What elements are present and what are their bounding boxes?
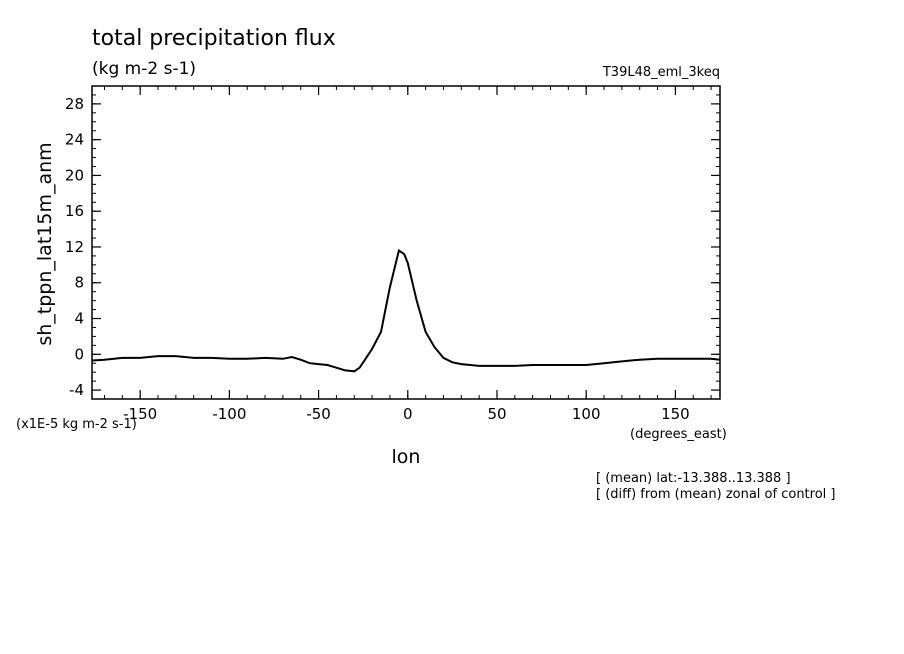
experiment-label: T39L48_eml_3keq <box>602 65 720 80</box>
y-tick-label: 16 <box>65 202 84 220</box>
x-tick-label: 0 <box>403 405 413 423</box>
x-tick-labels: -150 -100 -50 0 50 100 150 <box>123 405 690 423</box>
mean-lat-note: [ (mean) lat:-13.388..13.388 ] <box>596 471 791 486</box>
diff-note: [ (diff) from (mean) zonal of control ] <box>596 487 835 502</box>
plot-frame <box>91 85 721 400</box>
y-tick-label: 8 <box>74 274 84 292</box>
chart-title: total precipitation flux <box>92 26 336 51</box>
series-line <box>91 248 721 373</box>
y-scale-note: (x1E-5 kg m-2 s-1) <box>16 417 137 432</box>
y-tick-label: 20 <box>65 166 84 184</box>
y-tick-labels: -4 0 4 8 12 16 20 24 28 <box>65 95 84 399</box>
x-axis-label: lon <box>392 446 421 468</box>
x-tick-label: -50 <box>306 405 331 423</box>
y-tick-label: 4 <box>74 310 84 328</box>
y-tick-label: 0 <box>74 345 84 363</box>
y-tick-label: 24 <box>65 131 84 149</box>
chart-subtitle: (kg m-2 s-1) <box>92 59 196 79</box>
x-tick-label: -100 <box>212 405 246 423</box>
y-axis-label: sh_tppn_lat15m_anm <box>34 142 56 345</box>
axis-ticks <box>92 85 720 400</box>
x-tick-label: -150 <box>123 405 157 423</box>
y-tick-label: -4 <box>69 381 84 399</box>
y-tick-label: 28 <box>65 95 84 113</box>
x-tick-label: 150 <box>661 405 690 423</box>
x-units-label: (degrees_east) <box>630 427 727 442</box>
x-tick-label: 100 <box>572 405 601 423</box>
x-tick-label: 50 <box>487 405 506 423</box>
y-tick-label: 12 <box>65 238 84 256</box>
